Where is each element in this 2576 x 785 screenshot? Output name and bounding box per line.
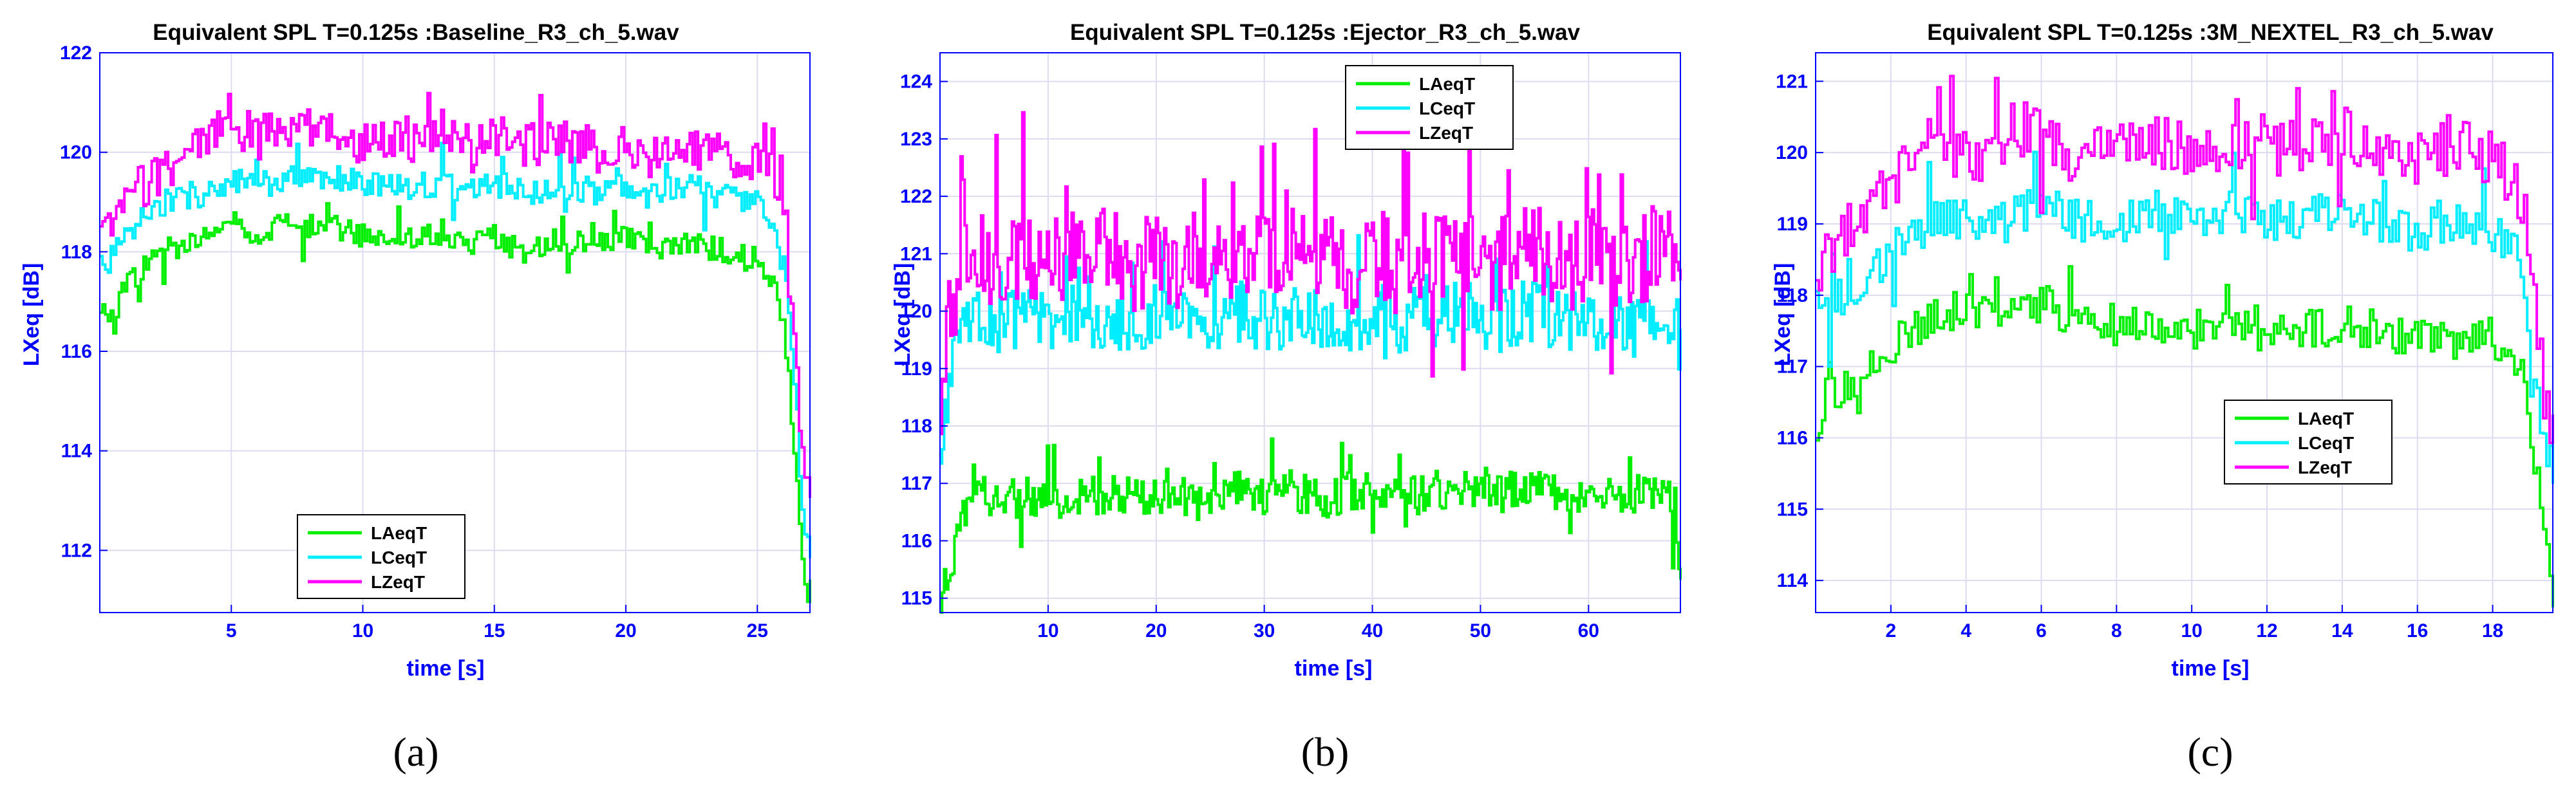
panel-b-ytick-label: 123 (900, 129, 932, 150)
panel-a-ylabel: LXeq [dB] (19, 263, 44, 367)
panel-b-xtick-label: 10 (1037, 620, 1058, 642)
panel-a-xtick-label: 15 (484, 620, 505, 642)
panel-b-ytick-label: 119 (901, 358, 932, 380)
panel-a-legend: LAeqT LCeqT LZeqT (297, 514, 465, 599)
panel-c-frame (1815, 52, 2553, 613)
panel-a-ytick-label: 118 (61, 241, 92, 263)
panel-c-legend-label-LAeqT: LAeqT (2298, 409, 2354, 429)
panel-b-ytick-label: 124 (900, 71, 932, 93)
panel-c-ytick-label: 116 (1777, 427, 1808, 448)
panel-a-ytick-label: 114 (61, 441, 93, 462)
panel-c-ytick-label: 115 (1777, 499, 1808, 520)
panel-c-legend-label-LZeqT: LZeqT (2298, 457, 2352, 477)
panel-b-legend-label-LZeqT: LZeqT (1419, 123, 1473, 143)
panel-c-ytick-label: 119 (1777, 214, 1808, 235)
panel-a-ytick-label: 112 (61, 540, 92, 561)
panel-c-ytick-label: 120 (1776, 142, 1808, 163)
panel-c-ytick-label: 118 (1777, 285, 1808, 306)
panel-a-ytick-label: 116 (61, 341, 92, 362)
panel-a-xtick-label: 25 (747, 620, 768, 642)
panel-a-series-LCeqT (100, 142, 811, 559)
panel-a-legend-label-LZeqT: LZeqT (371, 572, 425, 592)
panel-a-ytick-label: 120 (60, 142, 92, 163)
panel-c-legend: LAeqT LCeqT LZeqT (2224, 400, 2393, 485)
panel-c-series-LZeqT (1816, 75, 2554, 445)
panel-c-xtick-label: 6 (2036, 620, 2047, 642)
panel-c-xtick-label: 10 (2181, 620, 2202, 642)
panel-a-frame (99, 52, 811, 613)
panel-b-xtick-label: 60 (1578, 620, 1599, 642)
panel-c: Equivalent SPL T=0.125s :3M_NEXTEL_R3_ch… (1771, 20, 2554, 775)
panel-b-caption: (b) (1301, 729, 1349, 775)
panel-a-title: Equivalent SPL T=0.125s :Baseline_R3_ch_… (153, 20, 679, 45)
panel-c-xtick-label: 16 (2407, 620, 2428, 642)
panel-a-ytick-label: 122 (60, 42, 92, 64)
panel-c-xtick-label: 18 (2482, 620, 2503, 642)
panel-b-ylabel: LXeq [dB] (890, 263, 915, 367)
panel-b-ytick-label: 117 (901, 473, 932, 494)
panel-c-xtick-label: 2 (1885, 620, 1896, 642)
panel-b-xtick-label: 30 (1254, 620, 1275, 642)
panel-c-ytick-label: 117 (1777, 356, 1808, 378)
panel-a-caption: (a) (393, 729, 438, 775)
panel-b-legend-label-LCeqT: LCeqT (1419, 98, 1475, 118)
panel-b: Equivalent SPL T=0.125s :Ejector_R3_ch_5… (890, 20, 1682, 775)
panel-a-series-LZeqT (100, 91, 811, 498)
panel-c-series-LCeqT (1816, 151, 2554, 484)
panel-a-xtick-label: 20 (615, 620, 636, 642)
panel-b-ytick-label: 121 (900, 243, 932, 264)
panel-c-xlabel: time [s] (2172, 656, 2250, 681)
panel-c-ytick-label: 114 (1777, 570, 1809, 591)
panel-b-title: Equivalent SPL T=0.125s :Ejector_R3_ch_5… (1070, 20, 1581, 45)
panel-a-legend-label-LCeqT: LCeqT (371, 548, 427, 568)
panel-c-xtick-label: 4 (1960, 620, 1971, 642)
panel-b-xtick-label: 20 (1145, 620, 1167, 642)
panel-b-series-LCeqT (940, 234, 1682, 465)
panel-c-ytick-label: 121 (1776, 71, 1808, 92)
panel-b-legend-label-LAeqT: LAeqT (1419, 74, 1475, 94)
panel-b-ytick-label: 116 (901, 530, 932, 551)
panel-a-xtick-label: 5 (226, 620, 237, 642)
panel-c-title: Equivalent SPL T=0.125s :3M_NEXTEL_R3_ch… (1927, 20, 2494, 45)
panel-b-ytick-label: 118 (901, 416, 932, 437)
panel-c-ylabel: LXeq [dB] (1771, 263, 1795, 367)
panel-b-series-LZeqT (940, 111, 1682, 436)
panel-c-caption: (c) (2187, 729, 2233, 775)
panel-b-ytick-label: 120 (900, 301, 932, 322)
panel-b-xlabel: time [s] (1295, 656, 1373, 681)
panel-a-xlabel: time [s] (407, 656, 485, 681)
panel-c-legend-label-LCeqT: LCeqT (2298, 433, 2354, 453)
panel-b-xtick-label: 40 (1362, 620, 1383, 642)
panel-c-plot-area (1816, 53, 2553, 613)
panel-b-xtick-label: 50 (1470, 620, 1491, 642)
panel-b-ytick-label: 115 (901, 588, 932, 609)
panel-c-xtick-label: 12 (2256, 620, 2277, 642)
panel-c-xtick-label: 14 (2331, 620, 2353, 642)
panel-a-series-LAeqT (100, 202, 811, 604)
panel-b-legend: LAeqT LCeqT LZeqT (1345, 65, 1514, 150)
panel-a-xtick-label: 10 (352, 620, 373, 642)
panel-c-xtick-label: 8 (2111, 620, 2122, 642)
panel-c-series-LAeqT (1816, 265, 2554, 607)
panel-a-legend-label-LAeqT: LAeqT (371, 523, 427, 543)
panel-a: Equivalent SPL T=0.125s :Baseline_R3_ch_… (19, 20, 811, 775)
panel-b-ytick-label: 122 (900, 186, 932, 207)
panel-b-series-LAeqT (940, 437, 1682, 614)
panel-b-frame (939, 52, 1681, 613)
